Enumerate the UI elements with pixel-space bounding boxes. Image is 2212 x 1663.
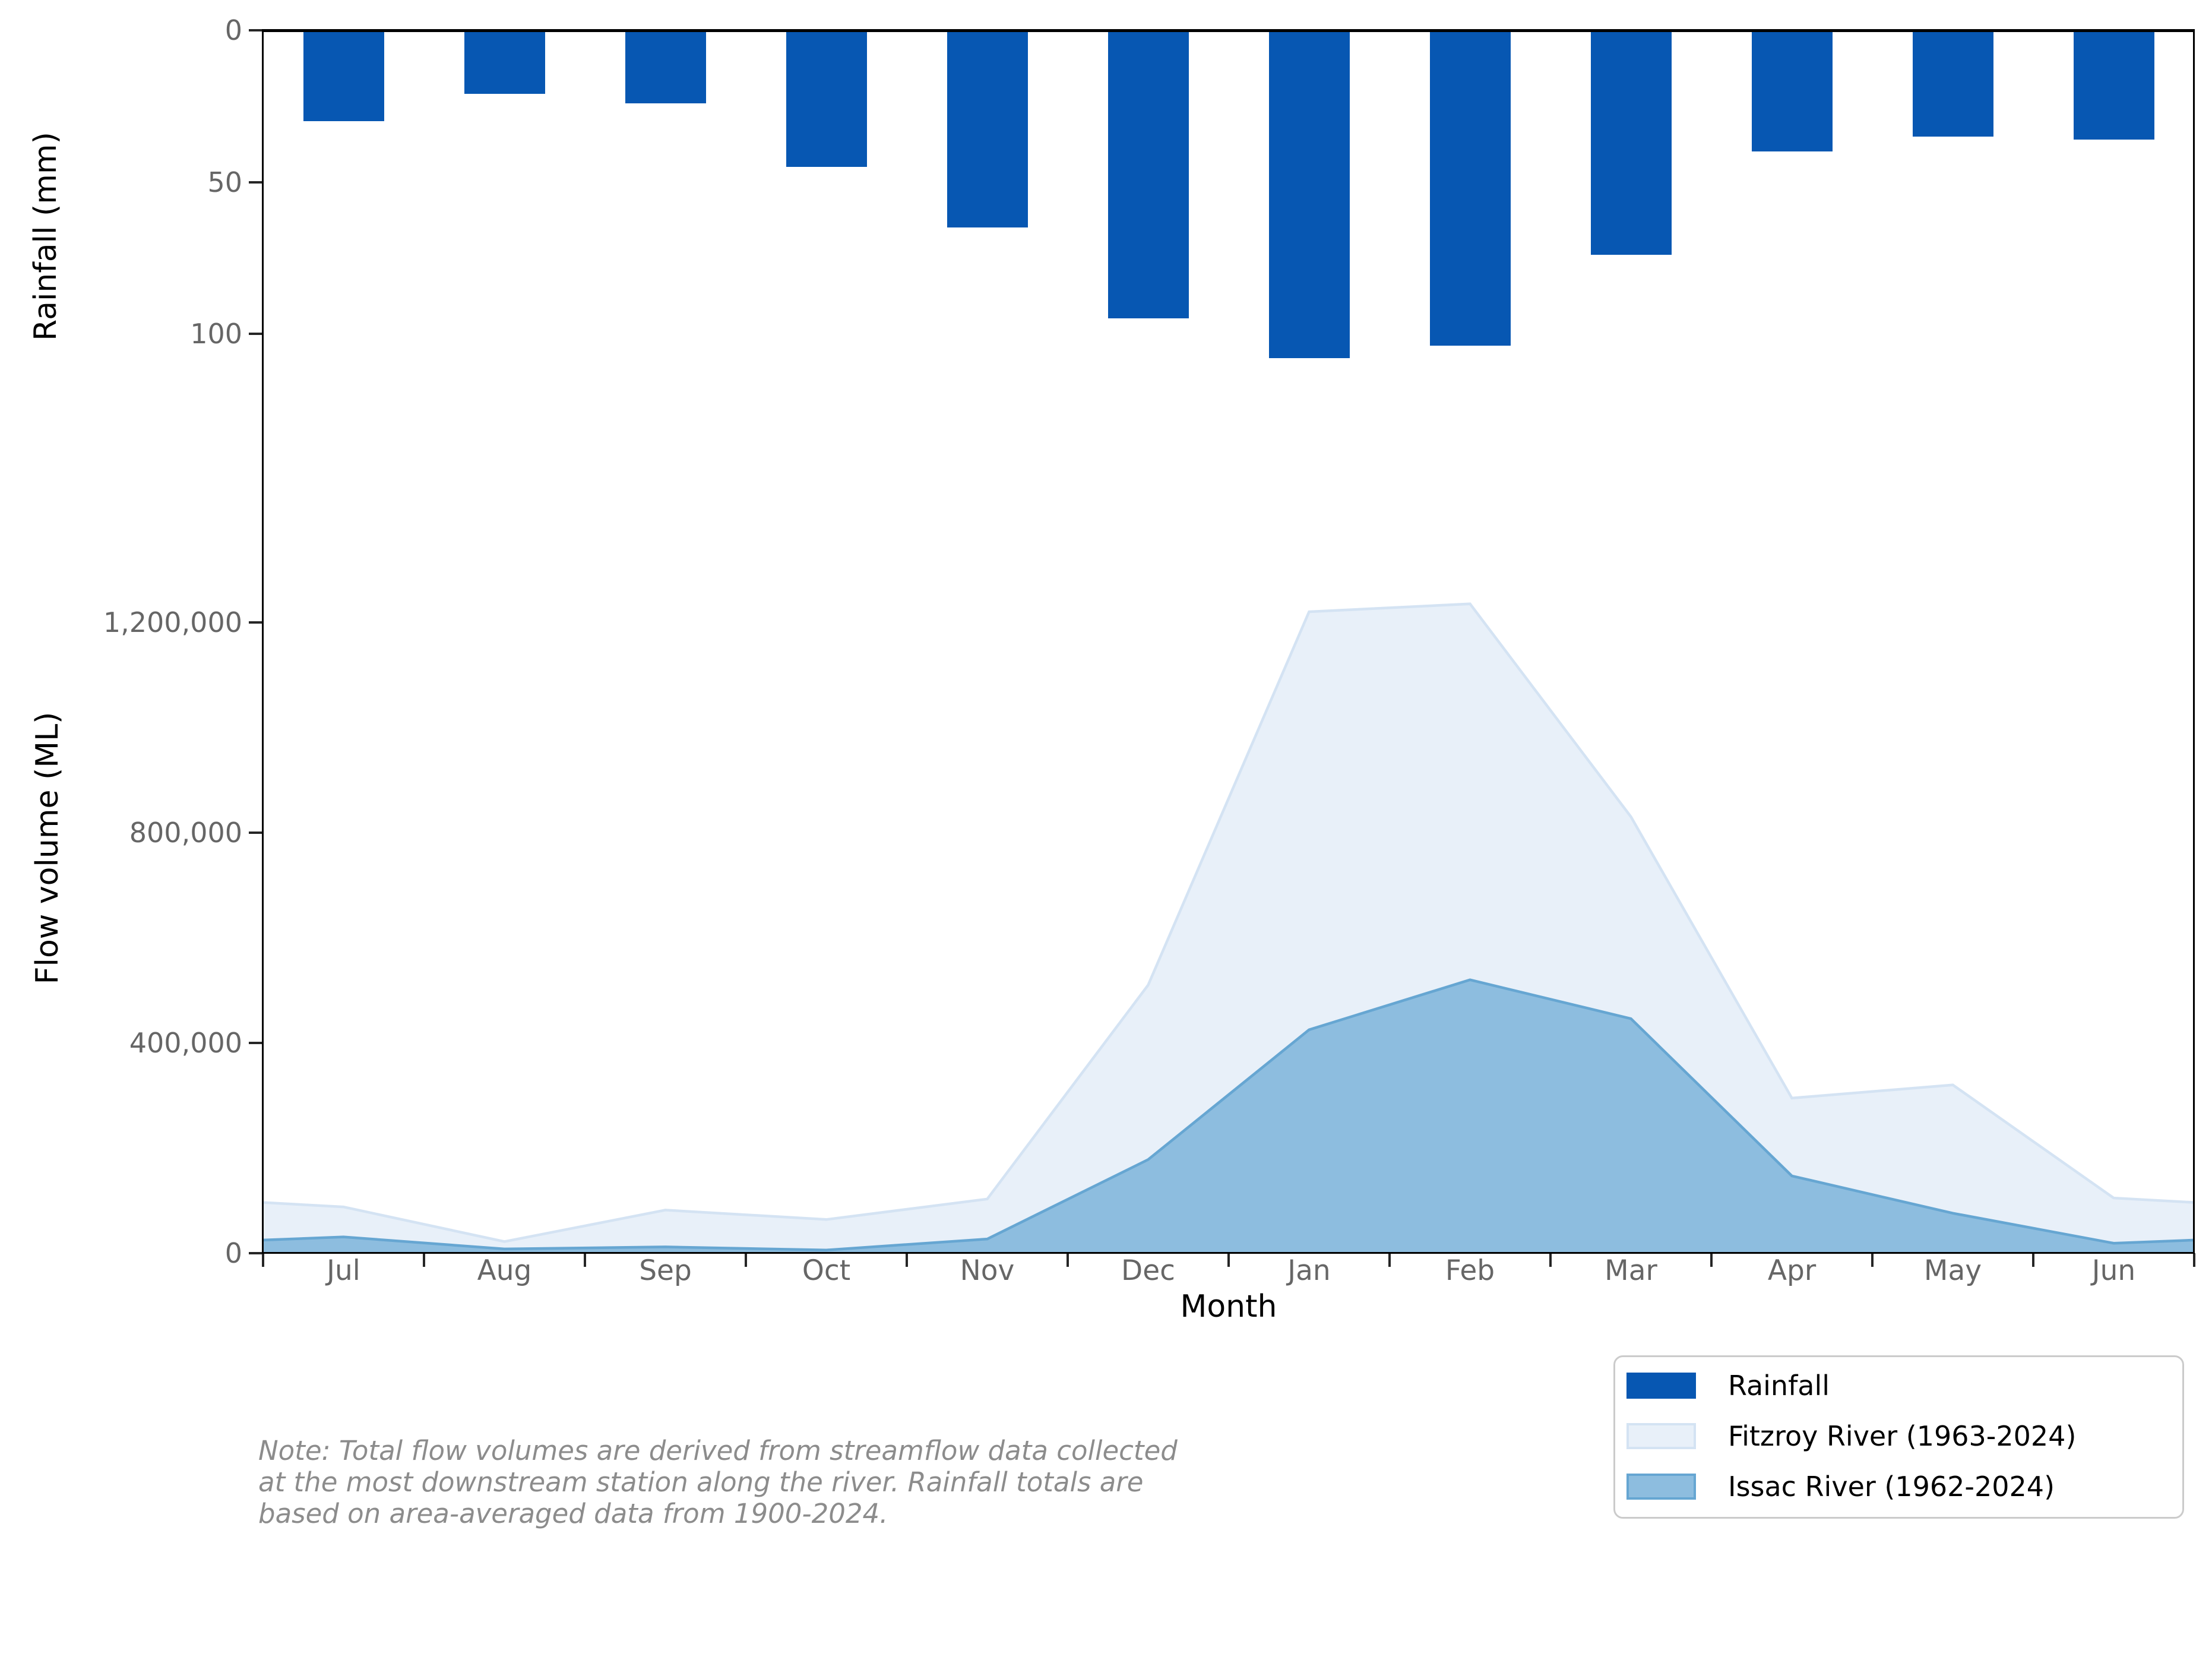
month-boundary-tick-mark: [1710, 1253, 1713, 1267]
rainfall-bar-mar: [1590, 30, 1672, 255]
month-boundary-tick-mark: [1067, 1253, 1069, 1267]
area-edge-issac-river: [263, 978, 2194, 1251]
rainfall-bars: [263, 30, 2194, 438]
rainfall-bar-jul: [303, 30, 384, 122]
rainfall-zero-axis-line: [262, 29, 2195, 32]
month-tick-label: Mar: [1605, 1254, 1657, 1287]
month-boundary-tick-mark: [2193, 1253, 2195, 1267]
month-tick-label: Apr: [1767, 1254, 1817, 1287]
flow-ytick-label: 0: [224, 1237, 242, 1269]
month-tick-label: Aug: [477, 1254, 532, 1287]
flow-area-chart: [263, 602, 2194, 1253]
month-tick-label: Jul: [327, 1254, 360, 1287]
footnote: Note: Total flow volumes are derived fro…: [258, 1435, 1178, 1529]
legend-item: Rainfall: [1626, 1370, 1830, 1402]
month-boundary-tick-mark: [423, 1253, 425, 1267]
flow-ytick-mark: [249, 1041, 262, 1044]
month-boundary-tick-mark: [745, 1253, 747, 1267]
rainfall-bar-jan: [1268, 30, 1350, 358]
month-tick-label: Jun: [2091, 1254, 2136, 1287]
legend: Rainfall Fitzroy River (1963-2024) Issac R…: [1613, 1355, 2184, 1519]
legend-swatch-fitzroy-river: [1626, 1423, 1696, 1449]
month-tick-label: Jan: [1287, 1254, 1331, 1287]
footnote-line: at the most downstream station along the…: [258, 1466, 1144, 1498]
flow-ytick-mark: [249, 621, 262, 624]
area-edge-fitzroy-river: [263, 602, 2194, 1243]
flow-axis-label: Flow volume (ML): [30, 712, 65, 985]
area-issac-river: [263, 979, 2194, 1253]
month-tick-label: May: [1923, 1254, 1982, 1287]
legend-swatch-issac-river: [1626, 1474, 1696, 1500]
bottom-axis-line: [262, 1252, 2195, 1254]
rainfall-bar-sep: [625, 30, 706, 103]
legend-item: Issac River (1962-2024): [1626, 1471, 2055, 1503]
month-tick-label: Sep: [639, 1254, 692, 1287]
flow-ytick-label: 1,200,000: [103, 606, 242, 638]
month-boundary-tick-mark: [2032, 1253, 2034, 1267]
rainfall-bar-nov: [947, 30, 1028, 228]
month-tick-label: Dec: [1121, 1254, 1175, 1287]
month-tick-label: Oct: [802, 1254, 851, 1287]
legend-label: Fitzroy River (1963-2024): [1728, 1420, 2077, 1452]
legend-label: Issac River (1962-2024): [1728, 1471, 2055, 1503]
month-boundary-tick-mark: [1388, 1253, 1391, 1267]
rainfall-ytick-mark: [249, 333, 262, 335]
rainfall-bar-apr: [1751, 30, 1833, 152]
area-fitzroy-river: [263, 603, 2194, 1253]
rainfall-bar-may: [1912, 30, 1993, 137]
month-axis-label: Month: [1180, 1289, 1277, 1324]
month-boundary-tick-mark: [1227, 1253, 1230, 1267]
rainfall-ytick-label: 50: [207, 166, 242, 198]
right-axis-line: [2193, 30, 2195, 1254]
rainfall-bar-oct: [786, 30, 867, 167]
month-boundary-tick-mark: [1549, 1253, 1552, 1267]
rainfall-bar-dec: [1107, 30, 1189, 319]
rainfall-ytick-label: 0: [224, 14, 242, 46]
month-boundary-tick-mark: [906, 1253, 908, 1267]
footnote-line: based on area-averaged data from 1900-20…: [258, 1498, 888, 1529]
rainfall-bar-feb: [1429, 30, 1511, 346]
legend-item: Fitzroy River (1963-2024): [1626, 1420, 2077, 1452]
rainfall-ytick-label: 100: [190, 318, 242, 350]
legend-label: Rainfall: [1728, 1370, 1830, 1402]
left-axis-line: [262, 30, 264, 1254]
flow-ytick-label: 400,000: [129, 1026, 242, 1059]
flow-ytick-mark: [249, 831, 262, 834]
month-tick-label: Nov: [960, 1254, 1015, 1287]
rainfall-ytick-mark: [249, 181, 262, 184]
flow-ytick-mark: [249, 1252, 262, 1254]
rainfall-bar-aug: [464, 30, 545, 94]
rainfall-bar-jun: [2073, 30, 2154, 140]
month-boundary-tick-mark: [584, 1253, 586, 1267]
footnote-line: Note: Total flow volumes are derived fro…: [258, 1435, 1178, 1466]
flow-ytick-label: 800,000: [129, 816, 242, 849]
month-boundary-tick-mark: [1871, 1253, 1874, 1267]
rainfall-ytick-mark: [249, 29, 262, 31]
month-tick-label: Feb: [1445, 1254, 1495, 1287]
month-boundary-tick-mark: [262, 1253, 264, 1267]
legend-swatch-rainfall: [1626, 1373, 1696, 1399]
